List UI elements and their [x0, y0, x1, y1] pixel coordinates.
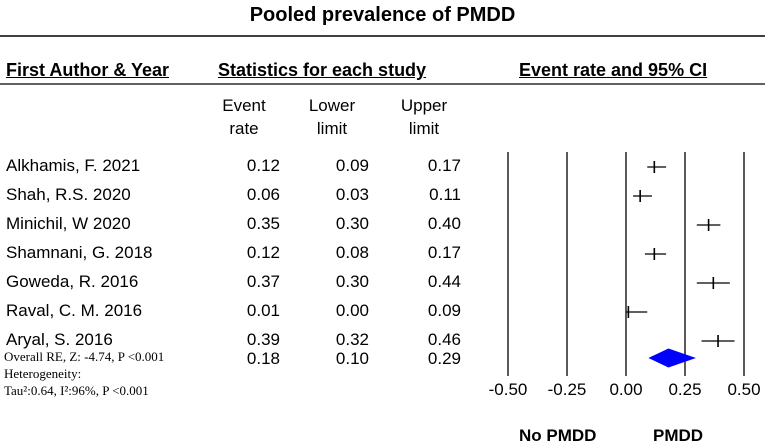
- study-event-rate: 0.01: [246, 301, 280, 320]
- overall-upper-limit: 0.29: [427, 349, 461, 368]
- no-pmdd-label: No PMDD: [519, 426, 597, 445]
- heterogeneity-stats: Tau²:0.64, I²:96%, P <0.001: [4, 383, 149, 398]
- x-tick-label: -0.50: [488, 380, 528, 399]
- x-tick-label: 0.50: [727, 380, 761, 399]
- study-author: Shamnani, G. 2018: [6, 243, 153, 262]
- stats-column-header: Statistics for each study: [218, 60, 427, 80]
- study-upper-limit: 0.11: [429, 185, 461, 204]
- study-lower-limit: 0.03: [335, 185, 369, 204]
- upper-limit-header-line1: Upper: [400, 96, 448, 115]
- study-author: Alkhamis, F. 2021: [6, 156, 141, 175]
- study-lower-limit: 0.00: [335, 301, 369, 320]
- overall-event-rate: 0.18: [246, 349, 280, 368]
- pmdd-label: PMDD: [653, 426, 704, 445]
- overall-lower-limit: 0.10: [335, 349, 369, 368]
- study-author: Goweda, R. 2016: [6, 272, 139, 291]
- study-lower-limit: 0.30: [335, 214, 369, 233]
- study-event-rate: 0.06: [246, 185, 280, 204]
- study-lower-limit: 0.32: [335, 330, 369, 349]
- study-lower-limit: 0.09: [335, 156, 369, 175]
- overall-summary-label: Overall RE, Z: -4.74, P <0.001: [4, 349, 165, 364]
- author-column-header: First Author & Year: [6, 60, 170, 80]
- study-event-rate: 0.12: [246, 156, 280, 175]
- study-upper-limit: 0.09: [427, 301, 461, 320]
- chart-title: Pooled prevalence of PMDD: [249, 4, 516, 26]
- study-lower-limit: 0.30: [335, 272, 369, 291]
- pooled-diamond: [648, 348, 696, 368]
- study-upper-limit: 0.17: [427, 243, 461, 262]
- heterogeneity-label: Heterogeneity:: [4, 366, 82, 381]
- upper-limit-header-line2: limit: [408, 119, 440, 138]
- lower-limit-header-line2: limit: [316, 119, 348, 138]
- study-upper-limit: 0.40: [427, 214, 461, 233]
- study-upper-limit: 0.44: [427, 272, 461, 291]
- x-tick-label: 0.00: [609, 380, 643, 399]
- lower-limit-header-line1: Lower: [308, 96, 356, 115]
- study-author: Minichil, W 2020: [6, 214, 131, 233]
- plot-column-header: Event rate and 95% CI: [519, 60, 708, 80]
- study-event-rate: 0.35: [246, 214, 280, 233]
- study-event-rate: 0.37: [246, 272, 280, 291]
- event-rate-header-line1: Event: [222, 96, 266, 115]
- study-event-rate: 0.39: [246, 330, 280, 349]
- study-author: Shah, R.S. 2020: [6, 185, 131, 204]
- study-lower-limit: 0.08: [335, 243, 369, 262]
- study-upper-limit: 0.46: [427, 330, 461, 349]
- study-author: Raval, C. M. 2016: [6, 301, 143, 320]
- study-upper-limit: 0.17: [427, 156, 461, 175]
- study-event-rate: 0.12: [246, 243, 280, 262]
- study-author: Aryal, S. 2016: [6, 330, 113, 349]
- event-rate-header-line2: rate: [229, 119, 259, 138]
- x-tick-label: 0.25: [668, 380, 702, 399]
- x-tick-label: -0.25: [547, 380, 587, 399]
